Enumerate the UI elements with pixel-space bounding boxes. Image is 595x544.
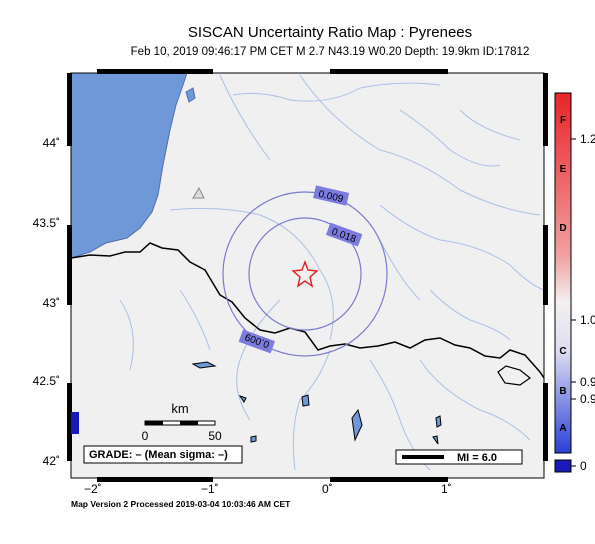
svg-text:B: B: [559, 386, 566, 397]
grade-box: GRADE: – (Mean sigma: –): [83, 445, 243, 464]
station-triangle-icon: [192, 186, 205, 199]
lon-label-minus1: −1˚: [201, 482, 219, 496]
lon-label-0: 0˚: [322, 482, 333, 496]
svg-text:km: km: [171, 401, 188, 416]
lon-label-minus2: −2˚: [84, 482, 102, 496]
svg-text:C: C: [559, 346, 566, 357]
lat-label-43: 43˚: [42, 296, 60, 310]
lat-label-42-5: 42.5˚: [32, 374, 60, 388]
contours: [222, 191, 388, 357]
svg-text:50: 50: [208, 429, 222, 443]
lat-label-43-5: 43.5˚: [32, 216, 60, 230]
lat-label-44: 44˚: [42, 136, 60, 150]
svg-text:E: E: [560, 164, 567, 175]
rivers: [119, 74, 544, 471]
lon-label-1: 1˚: [441, 482, 452, 496]
sea-area: [71, 73, 188, 259]
svg-text:A: A: [559, 423, 566, 434]
nodata-swatch: [71, 412, 79, 434]
svg-text:1.2: 1.2: [580, 132, 595, 146]
country-border: [71, 242, 544, 379]
svg-text:GRADE: – (Mean sigma: –): GRADE: – (Mean sigma: –): [89, 449, 228, 461]
processing-footer: Map Version 2 Processed 2019-03-04 10:03…: [71, 499, 291, 509]
svg-text:F: F: [560, 115, 566, 126]
svg-text:0.9: 0.9: [580, 392, 595, 406]
map-title: SISCAN Uncertainty Ratio Map : Pyrenees: [187, 24, 473, 41]
svg-text:MI = 6.0: MI = 6.0: [457, 452, 497, 464]
svg-text:0.9: 0.9: [580, 375, 595, 389]
reservoirs: [191, 361, 442, 445]
scale-bar: km 0 50: [142, 401, 222, 443]
svg-text:D: D: [559, 223, 566, 234]
lat-label-42: 42˚: [42, 454, 60, 468]
svg-text:0: 0: [580, 459, 587, 473]
event-info: Feb 10, 2019 09:46:17 PM CET M 2.7 N43.1…: [130, 46, 530, 58]
svg-text:0: 0: [142, 429, 149, 443]
mi-legend: MI = 6.0: [395, 449, 523, 465]
epicenter-star-icon: [291, 260, 319, 288]
svg-text:1.0: 1.0: [580, 313, 595, 327]
frame-ticks: [67, 69, 548, 482]
colorbar: F E D C B A 1.2 1.0 0.9 0.9 0: [554, 92, 595, 473]
